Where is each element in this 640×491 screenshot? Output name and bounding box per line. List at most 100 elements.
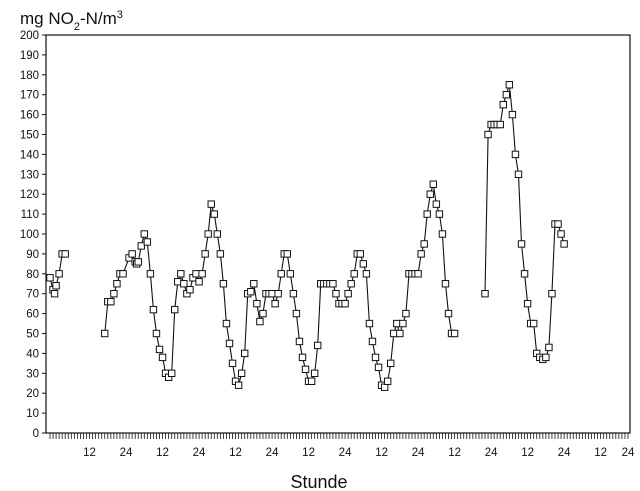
data-point [110, 290, 118, 298]
data-point [192, 270, 200, 278]
data-point [225, 339, 234, 348]
data-point [107, 297, 115, 306]
data-point [101, 329, 109, 338]
data-point [508, 110, 517, 119]
y-tick-label: 100 [20, 229, 39, 241]
data-point [307, 377, 316, 385]
data-point [450, 329, 459, 338]
y-tick-label: 120 [20, 189, 39, 201]
data-point [301, 365, 310, 374]
y-tick-label: 40 [26, 348, 39, 360]
y-tick-label: 170 [20, 90, 39, 102]
data-point [152, 329, 161, 338]
data-point [155, 345, 164, 354]
data-point [432, 200, 441, 208]
y-label-subscript: 2 [74, 21, 80, 33]
data-point [180, 280, 188, 288]
y-tick-label: 160 [20, 110, 39, 122]
data-point [213, 230, 222, 238]
data-point [402, 309, 410, 318]
x-tick-label: 12 [375, 447, 388, 459]
data-point [426, 190, 434, 198]
data-point [277, 270, 285, 278]
y-tick-label: 110 [21, 209, 39, 221]
data-point [390, 329, 398, 338]
data-point [356, 250, 364, 258]
data-point [298, 353, 307, 362]
data-point [420, 240, 428, 248]
data-point [438, 230, 447, 238]
data-point [523, 299, 532, 308]
data-point [380, 383, 389, 391]
data-point [310, 369, 319, 378]
y-tick-label: 80 [26, 269, 39, 281]
y-tick-label: 60 [26, 309, 39, 321]
y-tick-label: 180 [20, 70, 39, 82]
data-point [514, 170, 523, 179]
data-point [268, 290, 276, 298]
y-label-superscript: 3 [117, 9, 123, 21]
y-tick-label: 50 [26, 329, 39, 341]
data-point [502, 91, 511, 99]
data-point [399, 319, 407, 328]
data-point [119, 270, 127, 278]
data-point [484, 130, 492, 139]
y-tick-label: 130 [20, 169, 39, 181]
data-point [542, 353, 550, 362]
data-point [368, 337, 377, 346]
x-tick-label: 12 [448, 447, 461, 459]
y-tick-label: 140 [20, 149, 39, 161]
x-tick-label: 24 [412, 447, 425, 459]
series-line [104, 184, 455, 388]
data-point [560, 240, 568, 248]
data-point [396, 329, 404, 338]
data-point [344, 290, 352, 298]
data-point [341, 299, 349, 308]
x-tick-label: 24 [193, 447, 206, 459]
data-point [387, 359, 395, 368]
y-tick-label: 30 [26, 368, 39, 380]
data-point [143, 238, 152, 246]
data-point [128, 250, 136, 258]
data-point [283, 250, 291, 258]
data-point [195, 278, 203, 286]
data-point [61, 250, 69, 258]
data-point [207, 200, 215, 208]
data-point [247, 288, 255, 296]
data-point [499, 100, 507, 109]
y-tick-label: 20 [26, 388, 39, 400]
data-point [347, 280, 355, 288]
data-point [140, 230, 149, 238]
y-tick-label: 150 [20, 130, 39, 142]
data-point [383, 377, 392, 385]
data-point [286, 270, 295, 278]
data-point [174, 278, 182, 286]
data-point [481, 290, 489, 298]
data-point [359, 260, 368, 268]
data-point [350, 270, 358, 278]
data-point [441, 280, 450, 288]
y-tick-label: 0 [33, 428, 39, 440]
data-point [250, 280, 258, 288]
data-point [529, 319, 538, 328]
data-point [228, 359, 237, 368]
data-point [295, 337, 304, 346]
x-tick-label: 12 [229, 447, 242, 459]
data-point [414, 270, 422, 278]
y-tick-label: 90 [26, 249, 39, 261]
data-point [289, 290, 298, 298]
data-point [557, 230, 565, 238]
data-point [429, 180, 438, 188]
data-point [362, 270, 371, 278]
data-point [259, 309, 267, 318]
data-point [240, 349, 249, 358]
data-point [198, 270, 206, 278]
data-point [55, 270, 63, 278]
data-point [332, 290, 340, 298]
x-tick-label: 12 [521, 447, 534, 459]
x-tick-label: 24 [266, 447, 279, 459]
data-point [365, 319, 374, 328]
data-point [149, 305, 158, 314]
y-label-part-2: -N/m [80, 9, 117, 28]
